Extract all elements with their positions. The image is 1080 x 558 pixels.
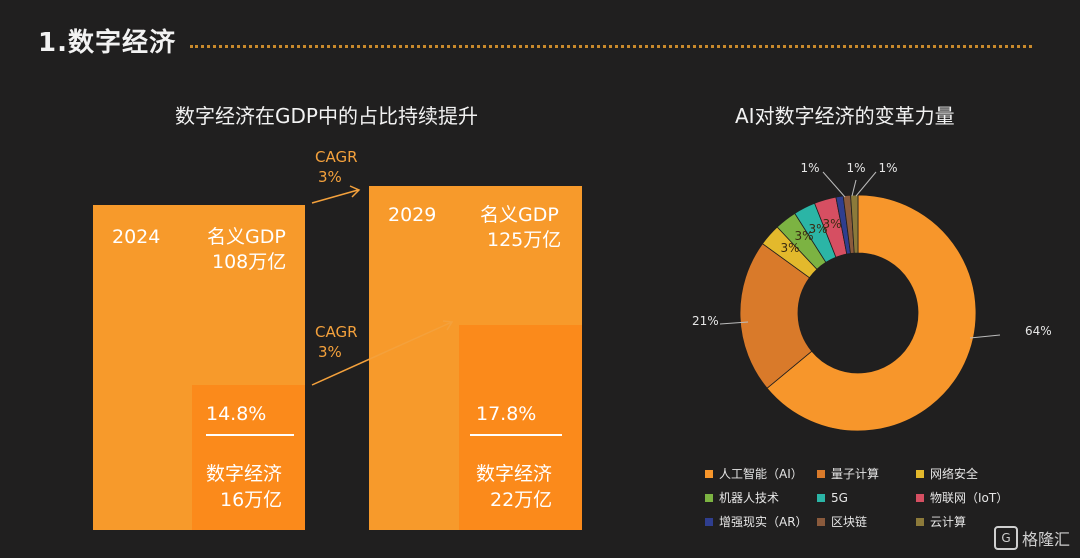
donut-data-label: 64% xyxy=(1025,324,1052,338)
separator-2024 xyxy=(206,434,294,436)
legend-label: 机器人技术 xyxy=(719,491,780,505)
year-2029: 2029 xyxy=(388,204,437,226)
legend-label: 网络安全 xyxy=(930,467,979,481)
digital-label-2029: 数字经济 xyxy=(476,463,553,485)
digital-box-2024 xyxy=(192,385,305,530)
legend-swatch xyxy=(817,470,825,478)
legend-swatch xyxy=(916,470,924,478)
donut-slice xyxy=(850,194,859,254)
legend-item: 5G xyxy=(817,491,848,505)
legend-swatch xyxy=(705,470,713,478)
legend-label: 区块链 xyxy=(831,515,868,529)
share-2024: 14.8% xyxy=(206,403,267,425)
legend-item: 人工智能（AI） xyxy=(705,467,803,481)
legend-label: 云计算 xyxy=(930,515,967,529)
donut-data-label: 3% xyxy=(794,229,813,243)
donut-leader-line xyxy=(969,334,1001,339)
digital-value-2029: 22万亿 xyxy=(490,489,553,511)
donut-leader-line xyxy=(719,321,749,325)
legend-label: 5G xyxy=(831,491,848,505)
legend-item: 增强现实（AR） xyxy=(705,515,808,529)
legend-swatch xyxy=(817,494,825,502)
section-title: 1.数字经济 xyxy=(38,28,176,58)
legend-swatch xyxy=(817,518,825,526)
year-2024: 2024 xyxy=(112,226,161,248)
legend-item: 云计算 xyxy=(916,515,966,529)
gdp-label-2024: 名义GDP xyxy=(207,226,286,248)
legend-item: 物联网（IoT） xyxy=(916,491,1008,505)
legend-label: 量子计算 xyxy=(831,467,880,481)
donut-data-label: 1% xyxy=(800,161,819,175)
legend-swatch xyxy=(705,518,713,526)
watermark: G 格隆汇 xyxy=(993,526,1070,550)
legend-swatch xyxy=(916,518,924,526)
legend-label: 增强现实（AR） xyxy=(719,515,808,529)
legend-swatch xyxy=(705,494,713,502)
donut-data-label: 3% xyxy=(822,217,841,231)
legend-label: 人工智能（AI） xyxy=(719,467,803,481)
left-chart-title: 数字经济在GDP中的占比持续提升 xyxy=(175,104,478,128)
watermark-logo-icon: G xyxy=(993,526,1018,550)
gdp-value-2024: 108万亿 xyxy=(212,251,287,273)
share-2029: 17.8% xyxy=(476,403,537,425)
legend-item: 区块链 xyxy=(817,515,867,529)
donut-data-label: 3% xyxy=(780,241,799,255)
donut-leader-line xyxy=(851,179,857,197)
donut-data-label: 1% xyxy=(878,161,897,175)
cagr-top-label: CAGR xyxy=(315,148,358,166)
donut-slice xyxy=(739,243,813,389)
legend-item: 机器人技术 xyxy=(705,491,779,505)
donut-leader-line xyxy=(822,171,846,198)
legend-item: 网络安全 xyxy=(916,467,978,481)
donut-slice xyxy=(766,194,977,432)
donut-leader-line xyxy=(855,171,877,197)
donut-data-label: 3% xyxy=(808,222,827,236)
legend-swatch xyxy=(916,494,924,502)
watermark-text: 格隆汇 xyxy=(1021,530,1070,549)
title-dotted-divider xyxy=(190,45,1032,48)
separator-2029 xyxy=(470,434,562,436)
donut-data-label: 1% xyxy=(846,161,865,175)
gdp-label-2029: 名义GDP xyxy=(480,204,559,226)
legend-item: 量子计算 xyxy=(817,467,879,481)
digital-label-2024: 数字经济 xyxy=(206,463,283,485)
donut-data-label: 21% xyxy=(692,314,719,328)
digital-value-2024: 16万亿 xyxy=(220,489,283,511)
legend-label: 物联网（IoT） xyxy=(930,491,1009,505)
donut-chart-title: AI对数字经济的变革力量 xyxy=(735,104,955,128)
digital-box-2029 xyxy=(459,325,582,530)
gdp-value-2029: 125万亿 xyxy=(487,229,562,251)
cagr-top-value: 3% xyxy=(318,168,342,186)
